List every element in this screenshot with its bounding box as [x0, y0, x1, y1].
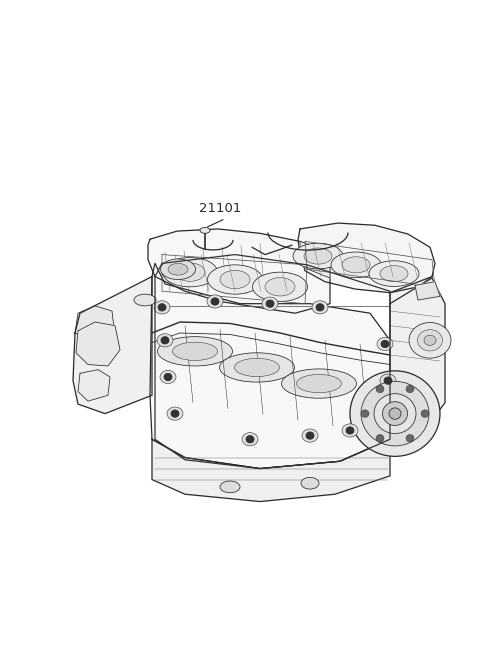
- Ellipse shape: [157, 337, 232, 366]
- Ellipse shape: [424, 335, 436, 345]
- Ellipse shape: [380, 407, 396, 421]
- Polygon shape: [75, 306, 115, 348]
- Ellipse shape: [369, 261, 419, 286]
- Ellipse shape: [383, 402, 408, 426]
- Ellipse shape: [293, 243, 343, 269]
- Polygon shape: [150, 263, 390, 468]
- Ellipse shape: [200, 227, 210, 233]
- Polygon shape: [76, 322, 120, 366]
- Ellipse shape: [380, 265, 408, 282]
- Ellipse shape: [350, 371, 440, 457]
- Ellipse shape: [421, 410, 429, 417]
- Ellipse shape: [316, 304, 324, 311]
- Polygon shape: [390, 276, 432, 440]
- Ellipse shape: [265, 278, 295, 296]
- Ellipse shape: [361, 381, 429, 446]
- Ellipse shape: [220, 481, 240, 493]
- Ellipse shape: [302, 429, 318, 442]
- Ellipse shape: [306, 432, 314, 440]
- Ellipse shape: [342, 257, 370, 273]
- Ellipse shape: [172, 342, 217, 360]
- Ellipse shape: [409, 322, 451, 358]
- Ellipse shape: [154, 301, 170, 314]
- Ellipse shape: [331, 252, 381, 278]
- Ellipse shape: [297, 375, 341, 393]
- Ellipse shape: [384, 377, 392, 384]
- Ellipse shape: [377, 337, 393, 350]
- Ellipse shape: [160, 259, 195, 280]
- Ellipse shape: [342, 424, 358, 437]
- Ellipse shape: [207, 295, 223, 308]
- Ellipse shape: [167, 407, 183, 421]
- Ellipse shape: [262, 297, 278, 310]
- Polygon shape: [148, 229, 330, 313]
- Ellipse shape: [207, 265, 263, 294]
- Ellipse shape: [158, 304, 166, 311]
- Polygon shape: [300, 242, 330, 278]
- Ellipse shape: [381, 341, 389, 348]
- Ellipse shape: [157, 334, 173, 347]
- Polygon shape: [152, 440, 390, 502]
- Ellipse shape: [175, 263, 205, 282]
- Ellipse shape: [161, 337, 169, 344]
- Polygon shape: [298, 223, 435, 293]
- Ellipse shape: [171, 410, 179, 417]
- Ellipse shape: [312, 301, 328, 314]
- Text: 21101: 21101: [199, 202, 241, 215]
- Ellipse shape: [406, 385, 414, 393]
- Ellipse shape: [163, 257, 217, 287]
- Ellipse shape: [389, 408, 401, 419]
- Ellipse shape: [252, 272, 308, 301]
- Ellipse shape: [384, 410, 392, 417]
- Ellipse shape: [266, 300, 274, 307]
- Ellipse shape: [304, 248, 332, 264]
- Ellipse shape: [380, 374, 396, 387]
- Polygon shape: [78, 369, 110, 401]
- Ellipse shape: [301, 477, 319, 489]
- Ellipse shape: [242, 433, 258, 446]
- Ellipse shape: [219, 353, 295, 382]
- Ellipse shape: [168, 263, 188, 275]
- Ellipse shape: [406, 434, 414, 442]
- Ellipse shape: [361, 410, 369, 417]
- Ellipse shape: [281, 369, 357, 398]
- Ellipse shape: [134, 294, 156, 306]
- Polygon shape: [390, 278, 445, 440]
- Ellipse shape: [220, 271, 250, 289]
- Polygon shape: [415, 282, 440, 300]
- Ellipse shape: [418, 329, 443, 351]
- Ellipse shape: [374, 394, 416, 434]
- Ellipse shape: [164, 373, 172, 381]
- Ellipse shape: [346, 427, 354, 434]
- Ellipse shape: [160, 370, 176, 384]
- Ellipse shape: [246, 436, 254, 443]
- Ellipse shape: [211, 298, 219, 305]
- Ellipse shape: [376, 385, 384, 393]
- Ellipse shape: [376, 434, 384, 442]
- Ellipse shape: [235, 358, 279, 377]
- Polygon shape: [73, 276, 152, 413]
